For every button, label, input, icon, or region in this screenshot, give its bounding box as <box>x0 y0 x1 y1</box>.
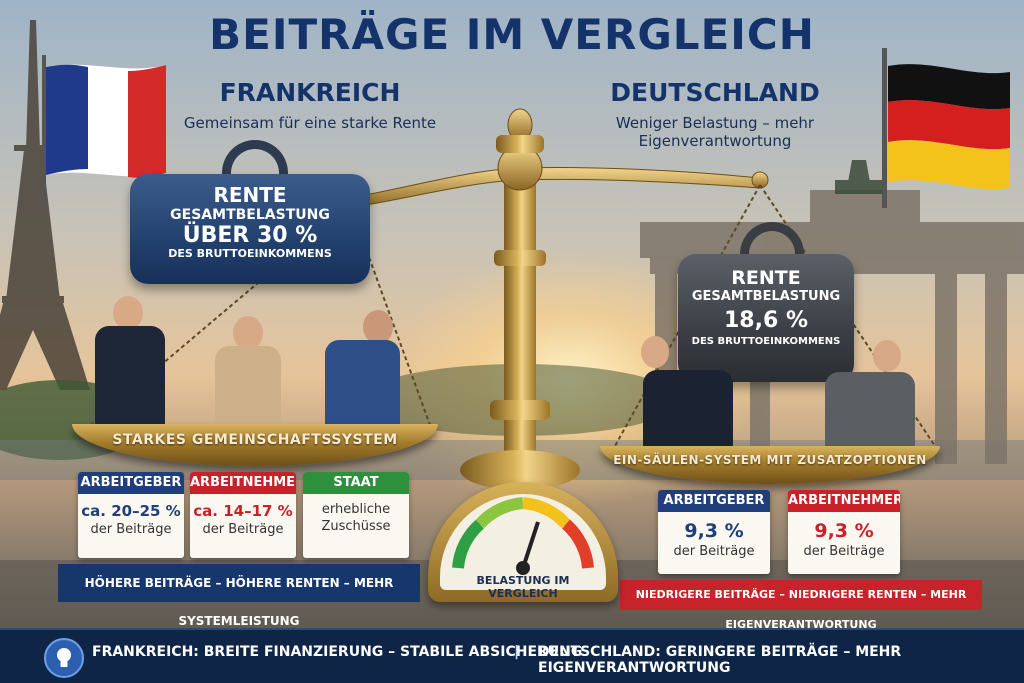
germany-flag-icon <box>882 48 1010 208</box>
card-value: 9,3 % <box>814 520 874 542</box>
france-flag-icon <box>42 55 166 205</box>
person-head <box>113 296 143 330</box>
gauge-dial <box>452 497 594 575</box>
quadriga-icon <box>835 160 885 194</box>
card-header: ARBEITGEBER <box>658 490 770 512</box>
germany-weight-value: 18,6 % <box>724 307 808 333</box>
person-suit <box>325 340 400 426</box>
france-weight-value: ÜBER 30 % <box>182 223 318 249</box>
germany-ribbon: NIEDRIGERE BEITRÄGE – NIEDRIGERE RENTEN … <box>620 580 982 631</box>
card-header: ARBEITGEBER <box>78 472 184 494</box>
page-title: BEITRÄGE IM VERGLEICH <box>209 10 815 59</box>
france-weight-note: DES BRUTTOEINKOMMENS <box>168 247 332 261</box>
germany-weight-label: GESAMTBELASTUNG <box>691 288 841 304</box>
germany-tagline: Weniger Belastung – mehr Eigenverantwort… <box>615 114 815 150</box>
bottom-france-summary: FRANKREICH: BREITE FINANZIERUNG – STABIL… <box>92 644 583 660</box>
lightbulb-icon <box>44 638 84 678</box>
eiffel-tower-icon <box>0 20 90 390</box>
france-heading: FRANKREICH <box>219 78 401 107</box>
card-header: ARBEITNEHMER <box>788 490 900 512</box>
bottom-germany-summary: DEUTSCHLAND: GERINGERE BEITRÄGE – MEHR E… <box>538 644 902 676</box>
card-header: STAAT <box>303 472 409 494</box>
person-head <box>641 336 669 368</box>
germany-heading: DEUTSCHLAND <box>610 78 820 107</box>
card-value: ca. 20–25 % <box>81 502 181 520</box>
person-suit <box>825 372 915 448</box>
germany-weight: RENTE GESAMTBELASTUNG 18,6 % DES BRUTTOE… <box>678 254 854 382</box>
card-subtext: der Beiträge <box>673 544 755 559</box>
germany-weight-handle <box>740 222 804 267</box>
france-weight-handle <box>222 140 288 189</box>
person-suit <box>215 346 281 426</box>
card-value: ca. 14–17 % <box>193 502 293 520</box>
france-weight-label: GESAMTBELASTUNG <box>170 207 330 223</box>
france-ribbon: HÖHERE BEITRÄGE – HÖHERE RENTEN – MEHR S… <box>58 564 420 628</box>
card-subtext: Zuschüsse <box>321 519 391 534</box>
germany-people <box>635 330 920 448</box>
card-value: 9,3 % <box>684 520 744 542</box>
person-head <box>873 340 901 372</box>
gauge-needle <box>521 521 540 569</box>
person-suit <box>643 370 733 448</box>
card-header: ARBEITNEHMER <box>190 472 296 494</box>
germany-weight-note: DES BRUTTOEINKOMMENS <box>691 336 841 348</box>
germany-card-employer: ARBEITGEBER 9,3 % der Beiträge <box>658 490 770 574</box>
france-weight-title: RENTE <box>213 183 287 207</box>
card-subtext: der Beiträge <box>90 522 172 537</box>
gauge-label: BELASTUNG IM VERGLEICH <box>476 574 570 600</box>
person-head <box>363 310 393 344</box>
person-head <box>233 316 263 350</box>
bottom-summary-bar: FRANKREICH: BREITE FINANZIERUNG – STABIL… <box>0 628 1024 683</box>
germany-weight-title: RENTE <box>731 267 801 289</box>
card-value: erhebliche <box>321 502 391 517</box>
bottom-separator: | <box>514 644 520 660</box>
germany-card-employee: ARBEITNEHMER 9,3 % der Beiträge <box>788 490 900 574</box>
france-card-employee: ARBEITNEHMER ca. 14–17 % der Beiträge <box>190 472 296 558</box>
france-people <box>95 290 405 426</box>
france-pan-label: STARKES GEMEINSCHAFTSSYSTEM <box>112 432 398 448</box>
france-tagline: Gemeinsam für eine starke Rente <box>183 114 437 132</box>
card-subtext: der Beiträge <box>803 544 885 559</box>
card-subtext: der Beiträge <box>202 522 284 537</box>
france-weight: RENTE GESAMTBELASTUNG ÜBER 30 % DES BRUT… <box>130 174 370 284</box>
france-card-employer: ARBEITGEBER ca. 20–25 % der Beiträge <box>78 472 184 558</box>
france-card-state: STAAT erhebliche Zuschüsse <box>303 472 409 558</box>
person-suit <box>95 326 165 426</box>
germany-pan-label: EIN-SÄULEN-SYSTEM MIT ZUSATZOPTIONEN <box>613 453 927 467</box>
